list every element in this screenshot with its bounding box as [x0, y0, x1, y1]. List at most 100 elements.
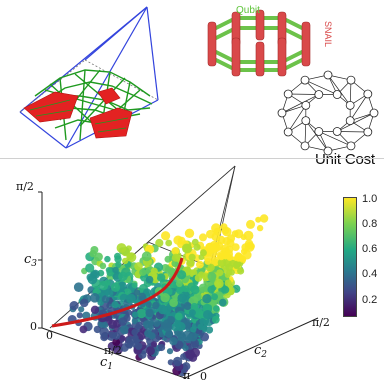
- scatter-point: [183, 302, 192, 310]
- scatter-point: [202, 294, 212, 304]
- scatter-points: [67, 214, 269, 377]
- graph-node: [363, 89, 373, 99]
- scatter-point: [199, 318, 207, 325]
- scatter-point: [121, 247, 131, 257]
- axes-frame: [38, 191, 319, 379]
- scatter-point: [213, 305, 220, 312]
- graph-node: [301, 100, 311, 110]
- scatter-point: [161, 231, 171, 241]
- graph-node: [346, 75, 356, 85]
- scatter-point: [233, 261, 240, 268]
- scatter-point: [185, 349, 196, 360]
- scatter-point: [256, 224, 264, 232]
- scatter-point: [222, 227, 232, 237]
- weyl-chamber-scatter: [38, 165, 319, 379]
- scatter-point: [79, 298, 89, 308]
- scatter-point: [87, 274, 98, 285]
- scatter-point: [188, 253, 196, 261]
- scatter-point: [162, 322, 173, 332]
- scatter-point: [182, 285, 190, 293]
- scatter-point: [196, 260, 204, 269]
- scatter-point: [200, 332, 210, 342]
- scatter-point: [142, 320, 151, 329]
- scatter-point: [172, 356, 183, 367]
- scatter-point: [205, 326, 214, 334]
- scatter-point: [259, 214, 269, 223]
- scatter-point: [76, 312, 83, 319]
- scatter-point: [134, 262, 143, 271]
- scatter-point: [69, 301, 79, 311]
- graph-node: [300, 75, 310, 85]
- colorbar-tick: 0.6: [362, 243, 378, 255]
- scatter-point: [207, 285, 215, 294]
- graph-node: [314, 90, 324, 99]
- scatter-point: [104, 255, 111, 263]
- scatter-point: [176, 287, 183, 294]
- scatter-point: [78, 306, 85, 313]
- scatter-point: [242, 250, 252, 260]
- scatter-point: [177, 293, 187, 303]
- scatter-point: [169, 298, 179, 308]
- scatter-point: [131, 318, 139, 325]
- scatter-point: [255, 216, 262, 223]
- scatter-point: [122, 257, 129, 265]
- graph-edges: [281, 74, 375, 152]
- scatter-point: [82, 311, 91, 320]
- scatter-point: [118, 317, 128, 326]
- c2-axis-label: c2: [254, 343, 268, 360]
- scatter-point: [197, 323, 204, 331]
- scatter-point: [100, 333, 109, 342]
- coupling-graph: [277, 70, 379, 156]
- scatter-point: [176, 280, 183, 288]
- scatter-point: [221, 286, 230, 294]
- colorbar-tick: 1.0: [362, 193, 378, 205]
- scatter-point: [145, 308, 154, 318]
- scatter-point: [169, 337, 178, 346]
- scatter-point: [90, 305, 100, 314]
- scatter-point: [247, 242, 255, 250]
- scatter-point: [209, 256, 220, 267]
- graph-node: [332, 127, 342, 136]
- graph-node: [300, 141, 310, 151]
- colorbar-tick: 0.8: [362, 218, 378, 230]
- scatter-point: [237, 267, 245, 275]
- scatter-point: [131, 329, 138, 336]
- scatter-point: [204, 257, 212, 265]
- scatter-point: [171, 247, 180, 255]
- scatter-point: [207, 244, 218, 254]
- scatter-point: [166, 348, 174, 355]
- panel-divider: [0, 158, 384, 159]
- scatter-point: [223, 259, 232, 267]
- scatter-point: [198, 283, 208, 293]
- graph-node: [369, 108, 379, 118]
- scatter-point: [110, 282, 121, 292]
- graph-node: [346, 141, 356, 151]
- scatter-point: [104, 279, 111, 286]
- scatter-point: [158, 343, 166, 352]
- scatter-point: [164, 255, 172, 263]
- scatter-point: [193, 292, 202, 302]
- c3-zero-tick: 0: [30, 320, 37, 333]
- scatter-point: [148, 332, 156, 340]
- scatter-point: [132, 311, 139, 318]
- qubit-snail-ring: [207, 9, 311, 77]
- unit-cost-label: Unit Cost: [315, 151, 375, 168]
- scatter-point: [150, 267, 158, 275]
- scatter-point: [125, 293, 136, 304]
- scatter-point: [198, 271, 205, 278]
- scatter-point: [121, 267, 131, 277]
- scatter-point: [231, 243, 240, 251]
- scatter-point: [140, 274, 148, 282]
- scatter-point: [117, 281, 127, 291]
- scatter-point: [94, 252, 103, 262]
- scatter-point: [177, 270, 187, 280]
- scatter-point: [141, 251, 152, 262]
- c2-pi2-tick: π/2: [312, 316, 330, 329]
- scatter-point: [188, 332, 198, 342]
- scatter-point: [217, 252, 225, 261]
- scatter-point: [193, 243, 201, 251]
- scatter-point: [211, 293, 219, 301]
- scatter-point: [178, 333, 187, 342]
- scatter-point: [207, 272, 217, 281]
- scatter-point: [99, 262, 107, 270]
